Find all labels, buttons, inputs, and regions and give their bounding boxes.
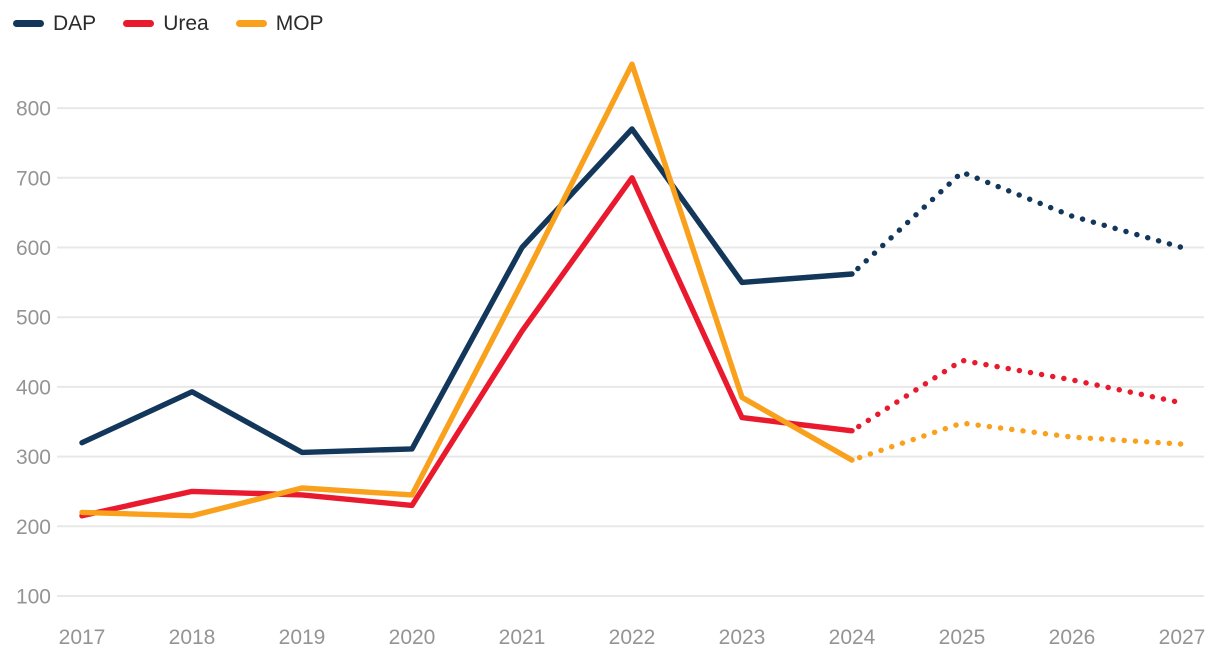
y-tick-label-100: 100	[16, 586, 51, 609]
series-line-urea-historical	[79, 175, 855, 519]
x-tick-label-2018: 2018	[169, 626, 216, 649]
y-tick-label-600: 600	[16, 237, 51, 260]
legend-label-urea: Urea	[163, 12, 209, 35]
legend-label-mop: MOP	[275, 12, 324, 35]
series-line-dap-historical	[79, 126, 855, 456]
y-tick-label-700: 700	[16, 167, 51, 190]
series-line-mop-forecast	[849, 420, 1185, 463]
series-line-mop-historical	[79, 61, 855, 519]
legend-item-urea: Urea	[123, 13, 209, 34]
legend-item-mop: MOP	[235, 12, 324, 35]
x-tick-label-2019: 2019	[279, 626, 326, 649]
y-tick-label-400: 400	[16, 376, 51, 399]
x-tick-label-2021: 2021	[499, 626, 546, 649]
x-tick-label-2023: 2023	[719, 626, 766, 649]
x-tick-label-2027: 2027	[1159, 626, 1206, 649]
urea-line-swatch-icon	[123, 20, 155, 27]
legend-item-dap: DAP	[13, 13, 96, 34]
mop-line-swatch-icon	[235, 20, 267, 27]
y-tick-label-200: 200	[16, 516, 51, 539]
dap-line-swatch-icon	[13, 20, 44, 27]
x-tick-label-2022: 2022	[609, 626, 656, 649]
y-tick-label-300: 300	[16, 446, 51, 469]
x-tick-label-2025: 2025	[939, 626, 986, 649]
x-tick-label-2020: 2020	[389, 626, 436, 649]
x-tick-label-2024: 2024	[829, 626, 876, 649]
x-tick-label-2017: 2017	[59, 626, 106, 649]
legend: DAP Urea MOP	[13, 13, 324, 34]
series-line-urea-forecast	[849, 357, 1185, 434]
y-tick-label-500: 500	[16, 307, 51, 330]
y-tick-label-800: 800	[16, 98, 51, 121]
legend-label-dap: DAP	[53, 12, 97, 35]
series-line-dap-forecast	[849, 169, 1185, 277]
x-tick-label-2026: 2026	[1049, 626, 1096, 649]
